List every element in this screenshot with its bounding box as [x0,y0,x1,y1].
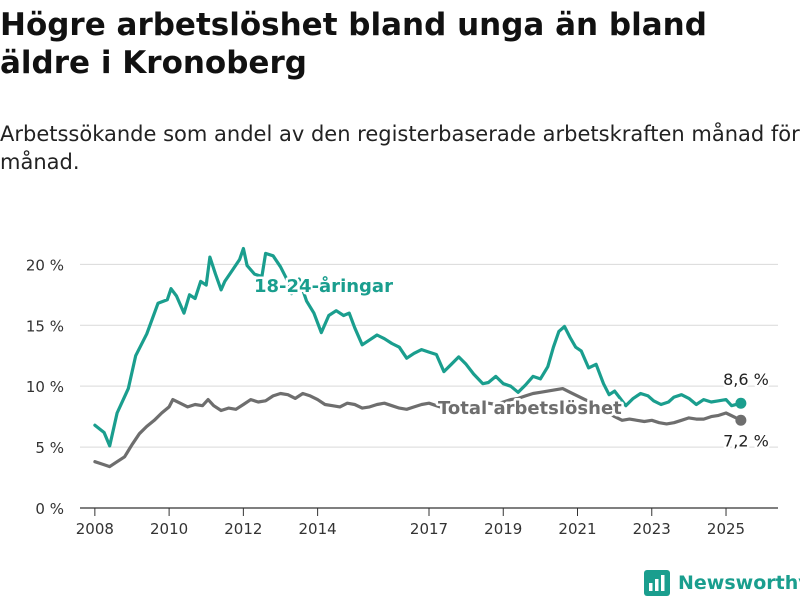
gridlines [80,263,778,509]
x-tick-label: 2023 [633,520,671,538]
end-label-youth-halo: 8,6 % [723,370,769,389]
y-tick-label: 20 % [26,256,64,274]
series-line-youth [93,246,743,448]
brand[interactable]: Newsworthy [644,568,800,598]
end-label-total-text: 7,2 % [723,431,769,450]
series-label-total-halo: Total arbetslöshet [438,398,622,419]
series-lines [93,246,747,469]
y-tick-label: 0 % [35,500,64,518]
y-tick-label: 15 % [26,317,64,335]
x-tick-label: 2021 [558,520,596,538]
end-label-youth: 8,6 %8,6 % [721,368,772,392]
y-axis-ticks: 0 % 5 % 10 % 15 % 20 % [26,256,64,518]
x-tick-label: 2008 [76,520,114,538]
brand-name: Newsworthy [678,572,800,594]
chart-subtitle: Arbetssökande som andel av den registerb… [0,122,800,174]
newsworthy-logo-icon [644,570,670,596]
x-tick-label: 2012 [224,520,262,538]
end-label-total-halo: 7,2 % [723,431,769,450]
end-label-youth-text: 8,6 % [723,370,769,389]
x-tick-label: 2019 [484,520,522,538]
end-point-youth [735,397,747,409]
series-label-youth-text: 18-24-åringar [254,275,393,297]
end-point-total [735,414,747,426]
y-tick-label: 5 % [35,439,64,457]
x-tick-label: 2025 [707,520,745,538]
x-tick-label: 2017 [410,520,448,538]
end-label-total: 7,2 %7,2 % [721,429,772,453]
x-tick-label: 2010 [150,520,188,538]
series-line-total [93,387,743,469]
x-axis-ticks: 2008 2010 2012 2014 2017 2019 2021 2023 2025 [76,508,745,538]
y-tick-label: 10 % [26,378,64,396]
chart-title: Högre arbetslöshet bland unga än bland ä… [0,7,707,81]
series-label-youth-halo: 18-24-åringar [254,275,393,297]
series-label-total-text: Total arbetslöshet [438,398,622,419]
x-tick-label: 2014 [299,520,337,538]
